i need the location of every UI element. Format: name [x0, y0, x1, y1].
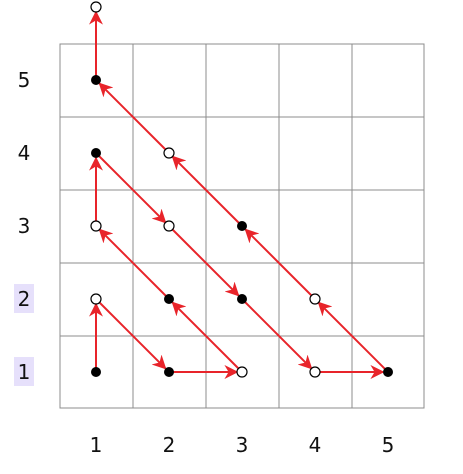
path-segment: [95, 152, 167, 224]
filled-node: [164, 294, 174, 304]
open-node: [90, 220, 102, 232]
x-tick-label: 4: [309, 433, 322, 457]
x-tick-label: 2: [163, 433, 176, 457]
open-node: [236, 366, 248, 378]
filled-node: [91, 367, 101, 377]
y-tick-label: 3: [18, 214, 31, 238]
filled-node: [91, 148, 101, 158]
path-segment: [98, 82, 170, 154]
enumeration-path: [89, 10, 389, 379]
path-segment: [95, 298, 167, 370]
open-node: [309, 366, 321, 378]
x-tick-label: 5: [382, 433, 395, 457]
y-label-highlight: [14, 357, 34, 386]
filled-node: [91, 75, 101, 85]
grid-nodes: [90, 1, 393, 378]
open-node: [163, 220, 175, 232]
path-segment: [171, 301, 243, 373]
x-tick-label: 1: [90, 433, 103, 457]
axis-labels: 1 2 3 4 5 1 2 3 4 5: [14, 68, 394, 457]
path-segment: [171, 155, 243, 227]
open-node: [309, 293, 321, 305]
y-tick-label: 5: [18, 68, 31, 92]
y-tick-label: 4: [18, 141, 31, 165]
filled-node: [237, 294, 247, 304]
filled-node: [383, 367, 393, 377]
grid-border: [59, 43, 425, 409]
y-tick-label: 2: [18, 287, 31, 311]
x-tick-label: 3: [236, 433, 249, 457]
path-segment: [317, 301, 389, 373]
grid: [59, 43, 425, 409]
filled-node: [237, 221, 247, 231]
open-node: [163, 147, 175, 159]
y-tick-label: 1: [18, 360, 31, 384]
path-segment: [241, 298, 313, 370]
path-segment: [244, 228, 316, 300]
path-segment: [168, 225, 240, 297]
path-segment: [98, 228, 170, 300]
filled-node: [164, 367, 174, 377]
open-node: [90, 293, 102, 305]
open-node: [90, 1, 102, 13]
y-label-highlight: [14, 284, 34, 313]
